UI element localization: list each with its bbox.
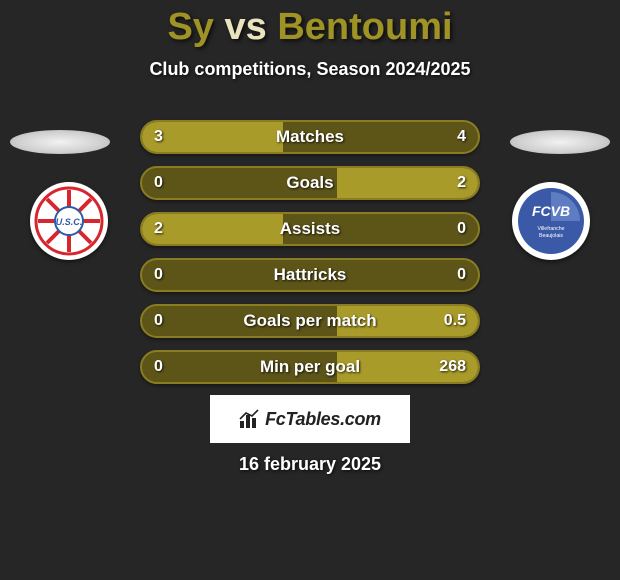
stat-row: 0Goals2 — [140, 166, 480, 200]
stat-value-right: 0 — [457, 220, 466, 238]
subtitle: Club competitions, Season 2024/2025 — [0, 59, 620, 80]
brand-box: FcTables.com — [210, 395, 410, 443]
stat-label: Matches — [142, 127, 478, 147]
stats-container: 3Matches40Goals22Assists00Hattricks00Goa… — [140, 120, 480, 396]
player1-name: Sy — [167, 6, 213, 48]
stat-row: 3Matches4 — [140, 120, 480, 154]
stat-value-right: 0 — [457, 266, 466, 284]
stat-value-right: 4 — [457, 128, 466, 146]
right-ellipse-shadow — [510, 130, 610, 154]
svg-text:U.S.C.: U.S.C. — [56, 217, 83, 227]
stat-label: Goals per match — [142, 311, 478, 331]
svg-text:Villefranche: Villefranche — [537, 226, 564, 232]
stat-row: 0Min per goal268 — [140, 350, 480, 384]
stat-row: 0Hattricks0 — [140, 258, 480, 292]
stat-value-right: 2 — [457, 174, 466, 192]
stat-label: Hattricks — [142, 265, 478, 285]
stat-value-right: 268 — [439, 358, 466, 376]
stat-label: Assists — [142, 219, 478, 239]
vs-separator: vs — [224, 6, 266, 48]
svg-text:FCVB: FCVB — [532, 203, 570, 219]
usc-crest-icon: U.S.C. — [34, 186, 104, 256]
stat-value-right: 0.5 — [444, 312, 466, 330]
stat-label: Min per goal — [142, 357, 478, 377]
player2-club-badge: FCVB Villefranche Beaujolais — [512, 182, 590, 260]
comparison-title: Sy vs Bentoumi — [0, 0, 620, 49]
player1-club-badge: U.S.C. — [30, 182, 108, 260]
stat-row: 2Assists0 — [140, 212, 480, 246]
left-ellipse-shadow — [10, 130, 110, 154]
fcvb-crest-icon: FCVB Villefranche Beaujolais — [516, 186, 586, 256]
svg-text:Beaujolais: Beaujolais — [539, 233, 563, 239]
stat-row: 0Goals per match0.5 — [140, 304, 480, 338]
bars-icon — [239, 409, 261, 429]
brand-text: FcTables.com — [265, 409, 381, 430]
stat-label: Goals — [142, 173, 478, 193]
date-text: 16 february 2025 — [0, 454, 620, 475]
player2-name: Bentoumi — [277, 6, 452, 48]
